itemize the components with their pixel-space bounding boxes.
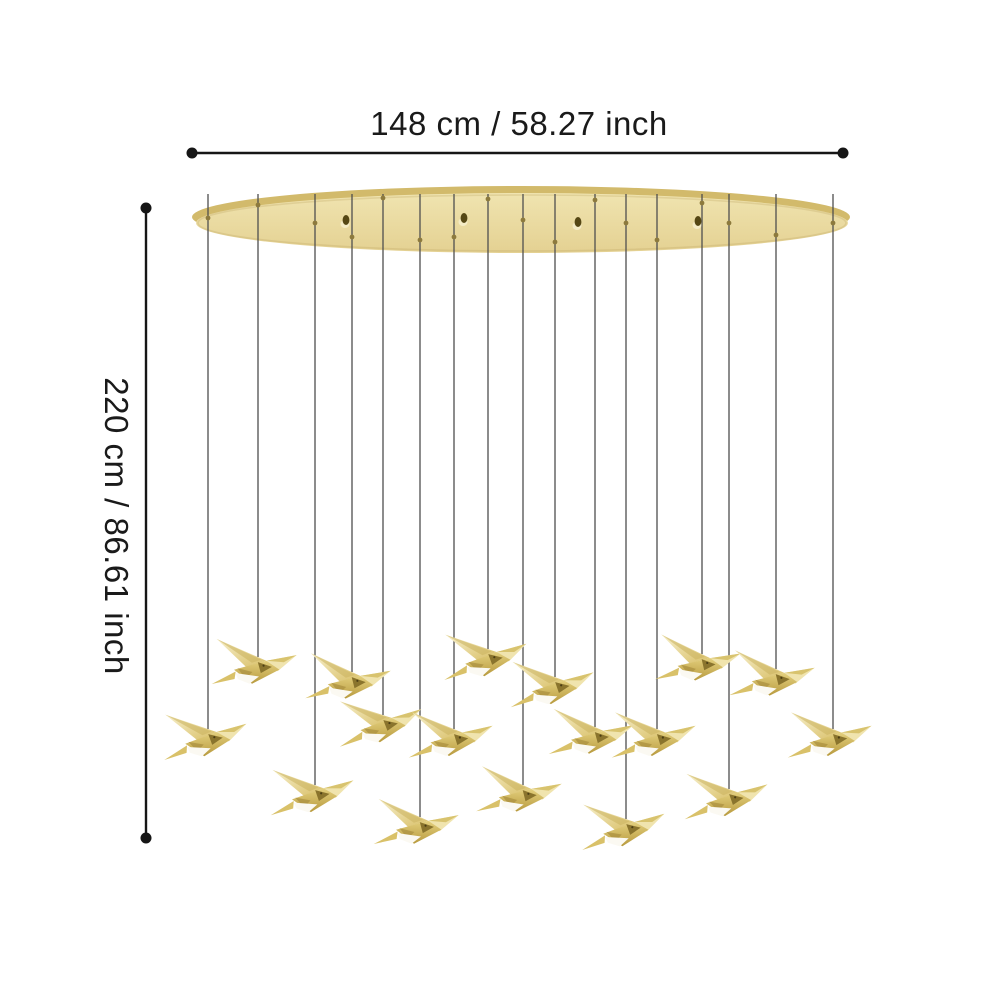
bird-pendant xyxy=(476,766,563,816)
canopy-hardware xyxy=(205,195,836,245)
width-dimension-label: 148 cm / 58.27 inch xyxy=(370,105,668,142)
wire-ferrule xyxy=(520,217,526,223)
origami-bird xyxy=(611,712,696,758)
canopy-plate-shading xyxy=(197,194,847,252)
mounting-screw xyxy=(342,215,350,225)
wire-ferrule xyxy=(830,220,836,226)
wire-ferrule xyxy=(255,202,261,208)
wire-ferrule xyxy=(726,220,732,226)
dimension-endpoint-dot xyxy=(140,832,152,844)
dimension-endpoint-dot xyxy=(837,147,849,159)
origami-bird xyxy=(269,767,355,816)
bird-pendant xyxy=(269,767,355,816)
wire-ferrule xyxy=(485,196,491,202)
mounting-screw xyxy=(574,217,582,227)
origami-bird xyxy=(373,798,460,847)
wire-ferrule xyxy=(312,220,318,226)
bird-pendant xyxy=(161,710,249,760)
ceiling-canopy xyxy=(192,186,850,253)
bird-pendant xyxy=(611,712,696,758)
height-dimension-label: 220 cm / 86.61 inch xyxy=(98,377,135,675)
dimension-endpoint-dot xyxy=(186,147,198,159)
wire-ferrule xyxy=(623,220,629,226)
bird-pendant xyxy=(211,638,298,687)
bird-pendant xyxy=(373,798,460,847)
wire-ferrule xyxy=(592,197,598,203)
suspension-wires xyxy=(207,194,834,819)
origami-bird xyxy=(509,659,595,708)
mounting-screw xyxy=(460,213,468,223)
bird-pendant xyxy=(336,695,424,747)
wire-ferrule xyxy=(552,239,558,245)
dimension-annotations xyxy=(140,147,849,844)
origami-bird xyxy=(161,710,249,760)
origami-bird xyxy=(305,653,392,703)
origami-bird xyxy=(787,712,872,758)
origami-bird xyxy=(476,766,563,816)
origami-bird-pendants xyxy=(161,630,872,850)
origami-bird xyxy=(408,712,493,758)
bird-pendant xyxy=(787,712,872,758)
origami-bird xyxy=(579,800,667,850)
bird-pendant xyxy=(408,712,493,758)
wire-ferrule xyxy=(654,237,660,243)
wire-ferrule xyxy=(699,200,705,206)
mounting-screw xyxy=(694,216,702,226)
bird-pendant xyxy=(509,659,595,708)
bird-pendant xyxy=(441,630,529,680)
dimension-endpoint-dot xyxy=(140,202,152,214)
origami-bird xyxy=(211,638,298,687)
origami-bird xyxy=(336,695,424,747)
wire-ferrule xyxy=(349,234,355,240)
bird-pendant xyxy=(683,771,769,820)
origami-bird xyxy=(683,771,769,820)
bird-pendant xyxy=(729,650,816,700)
origami-bird xyxy=(729,650,816,700)
wire-ferrule xyxy=(205,215,211,221)
wire-ferrule xyxy=(417,237,423,243)
canopy-plate xyxy=(196,193,848,253)
wire-ferrule xyxy=(380,195,386,201)
wire-ferrule xyxy=(773,232,779,238)
origami-bird xyxy=(441,630,529,680)
bird-pendant xyxy=(579,800,667,850)
bird-pendant xyxy=(305,653,392,703)
wire-ferrule xyxy=(451,234,457,240)
